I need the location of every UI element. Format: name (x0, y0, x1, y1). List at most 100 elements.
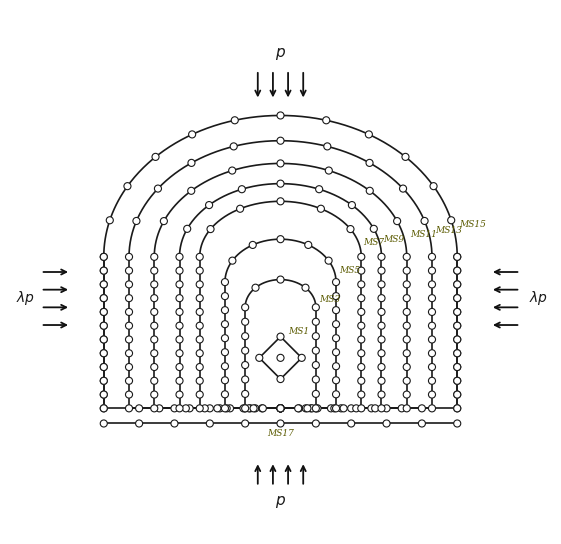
Text: $\lambda p$: $\lambda p$ (528, 289, 548, 307)
Circle shape (126, 405, 132, 412)
Circle shape (156, 405, 163, 412)
Circle shape (231, 117, 238, 124)
Circle shape (429, 350, 435, 357)
Circle shape (454, 350, 461, 357)
Circle shape (182, 405, 190, 412)
Circle shape (429, 308, 435, 316)
Circle shape (403, 254, 410, 261)
Circle shape (302, 284, 309, 291)
Circle shape (378, 254, 385, 261)
Circle shape (454, 336, 461, 343)
Circle shape (100, 308, 107, 316)
Circle shape (296, 405, 302, 412)
Circle shape (358, 308, 365, 316)
Circle shape (151, 281, 158, 288)
Circle shape (126, 267, 132, 274)
Circle shape (277, 198, 284, 205)
Circle shape (378, 363, 385, 370)
Circle shape (277, 112, 284, 119)
Circle shape (249, 242, 256, 249)
Circle shape (242, 405, 249, 412)
Circle shape (222, 293, 228, 300)
Circle shape (419, 405, 425, 412)
Circle shape (312, 391, 319, 398)
Circle shape (100, 308, 107, 316)
Circle shape (323, 117, 330, 124)
Circle shape (454, 391, 461, 398)
Circle shape (277, 236, 284, 243)
Circle shape (277, 375, 284, 382)
Circle shape (100, 350, 107, 357)
Circle shape (371, 405, 379, 412)
Circle shape (196, 391, 203, 398)
Circle shape (100, 267, 107, 274)
Circle shape (454, 405, 461, 412)
Text: $p$: $p$ (275, 494, 286, 510)
Circle shape (421, 218, 428, 225)
Circle shape (398, 405, 405, 412)
Text: $p$: $p$ (275, 46, 286, 63)
Circle shape (222, 405, 228, 412)
Circle shape (333, 405, 339, 412)
Circle shape (314, 405, 321, 412)
Circle shape (206, 420, 213, 427)
Circle shape (136, 420, 142, 427)
Circle shape (403, 363, 410, 370)
Circle shape (151, 377, 158, 384)
Circle shape (151, 254, 158, 261)
Circle shape (454, 350, 461, 357)
Circle shape (316, 186, 323, 193)
Circle shape (151, 322, 158, 329)
Circle shape (100, 405, 107, 412)
Circle shape (378, 377, 385, 384)
Circle shape (196, 350, 203, 357)
Circle shape (394, 218, 401, 225)
Circle shape (454, 281, 461, 288)
Circle shape (312, 405, 319, 412)
Circle shape (126, 336, 132, 343)
Circle shape (151, 267, 158, 274)
Circle shape (196, 322, 203, 329)
Circle shape (333, 363, 339, 370)
Circle shape (100, 363, 107, 370)
Circle shape (429, 295, 435, 302)
Circle shape (312, 376, 319, 383)
Circle shape (217, 405, 223, 412)
Circle shape (454, 363, 461, 370)
Circle shape (151, 336, 158, 343)
Circle shape (403, 295, 410, 302)
Circle shape (312, 304, 319, 311)
Circle shape (136, 405, 142, 412)
Circle shape (358, 377, 365, 384)
Circle shape (333, 335, 339, 342)
Circle shape (229, 257, 236, 264)
Circle shape (206, 405, 213, 412)
Circle shape (366, 187, 373, 194)
Circle shape (312, 405, 319, 412)
Circle shape (312, 420, 319, 427)
Circle shape (196, 363, 203, 370)
Circle shape (277, 333, 284, 340)
Circle shape (277, 354, 284, 361)
Circle shape (126, 295, 132, 302)
Text: MS5: MS5 (339, 266, 360, 275)
Circle shape (304, 405, 311, 412)
Circle shape (126, 377, 132, 384)
Circle shape (325, 257, 332, 264)
Circle shape (100, 254, 107, 261)
Circle shape (309, 405, 316, 412)
Circle shape (176, 405, 183, 412)
Circle shape (325, 167, 332, 174)
Text: MS17: MS17 (267, 429, 294, 438)
Circle shape (176, 377, 183, 384)
Circle shape (383, 420, 390, 427)
Circle shape (430, 183, 437, 190)
Circle shape (133, 218, 140, 225)
Circle shape (176, 308, 183, 316)
Circle shape (100, 391, 107, 398)
Circle shape (176, 281, 183, 288)
Circle shape (151, 363, 158, 370)
Circle shape (214, 405, 221, 412)
Circle shape (100, 281, 107, 288)
Circle shape (126, 322, 132, 329)
